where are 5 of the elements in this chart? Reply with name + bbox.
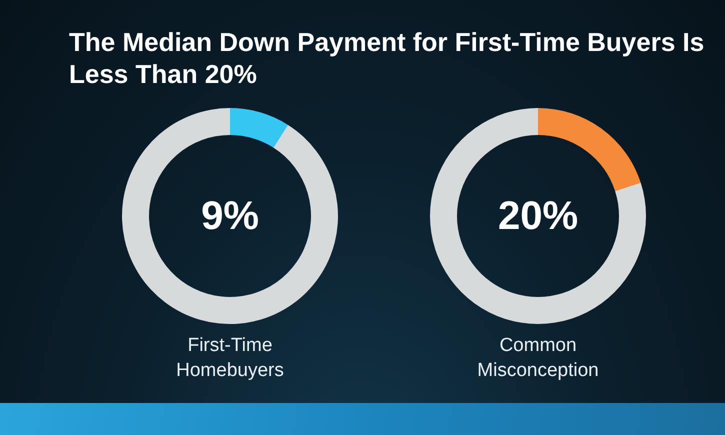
text: 20% — [498, 194, 578, 238]
text: First-Time Homebuyers — [175, 334, 285, 383]
text: 9% — [201, 194, 259, 238]
chart-title: The Median Down Payment for First-Time Buyers Is Less Than 20% — [69, 26, 706, 90]
text: Common Misconception — [476, 334, 600, 383]
